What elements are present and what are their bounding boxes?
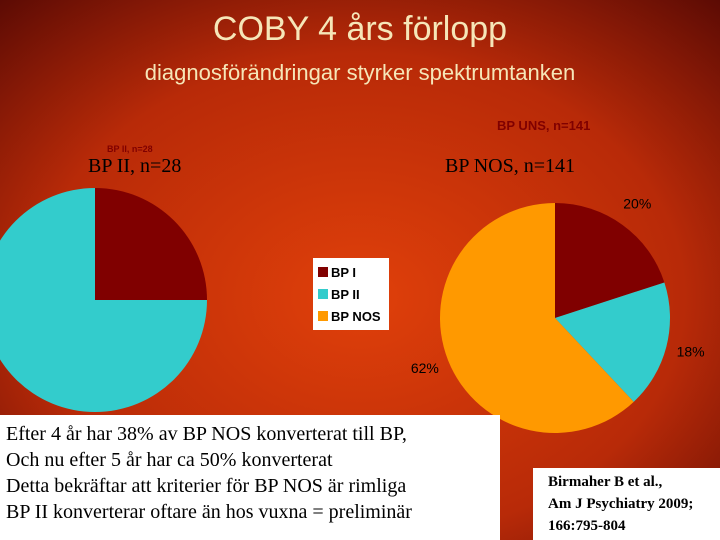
value-label: 18% (677, 344, 705, 360)
body-text: Efter 4 år har 38% av BP NOS konverterat… (6, 423, 412, 523)
citation-box (533, 468, 720, 540)
pie-slice (439, 203, 634, 433)
legend-swatch (318, 267, 328, 277)
subtitle: diagnosförändringar styrker spektrumtank… (145, 60, 575, 85)
value-label: 20% (623, 195, 651, 211)
pie-slice (0, 188, 207, 412)
pie-slice (555, 282, 670, 402)
charts: BP II, n=28 BP UNS, n=141 20% 18% 62% (0, 118, 705, 433)
body-line: Detta bekräftar att kriterier för BP NOS… (6, 475, 406, 497)
right-heading: BP NOS, n=141 (445, 155, 575, 177)
pie-slice (95, 188, 207, 300)
legend-label: BP NOS (331, 309, 381, 324)
legend-swatch (318, 289, 328, 299)
body-line: Och nu efter 5 år har ca 50% konverterat (6, 449, 333, 471)
legend-label: BP II (331, 287, 360, 302)
chart-title: BP UNS, n=141 (497, 118, 590, 133)
legend-swatch (318, 311, 328, 321)
citation: Birmaher B et al., Am J Psychiatry 2009; 1… (548, 474, 693, 534)
chart-title: BP II, n=28 (107, 144, 153, 154)
body-line: Efter 4 år har 38% av BP NOS konverterat… (6, 423, 407, 445)
citation-line: 166:795-804 (548, 518, 626, 534)
title: COBY 4 års förlopp (213, 10, 507, 48)
value-label: 62% (411, 360, 439, 376)
pie-slice (555, 203, 665, 318)
citation-line: Am J Psychiatry 2009; (548, 496, 693, 512)
body-line: BP II konverterar oftare än hos vuxna = … (6, 501, 412, 523)
legend: BP I BP II BP NOS (318, 265, 381, 324)
citation-line: Birmaher B et al., (548, 474, 663, 490)
body-box (0, 415, 500, 540)
left-heading: BP II, n=28 (88, 155, 181, 177)
legend-label: BP I (331, 265, 356, 280)
